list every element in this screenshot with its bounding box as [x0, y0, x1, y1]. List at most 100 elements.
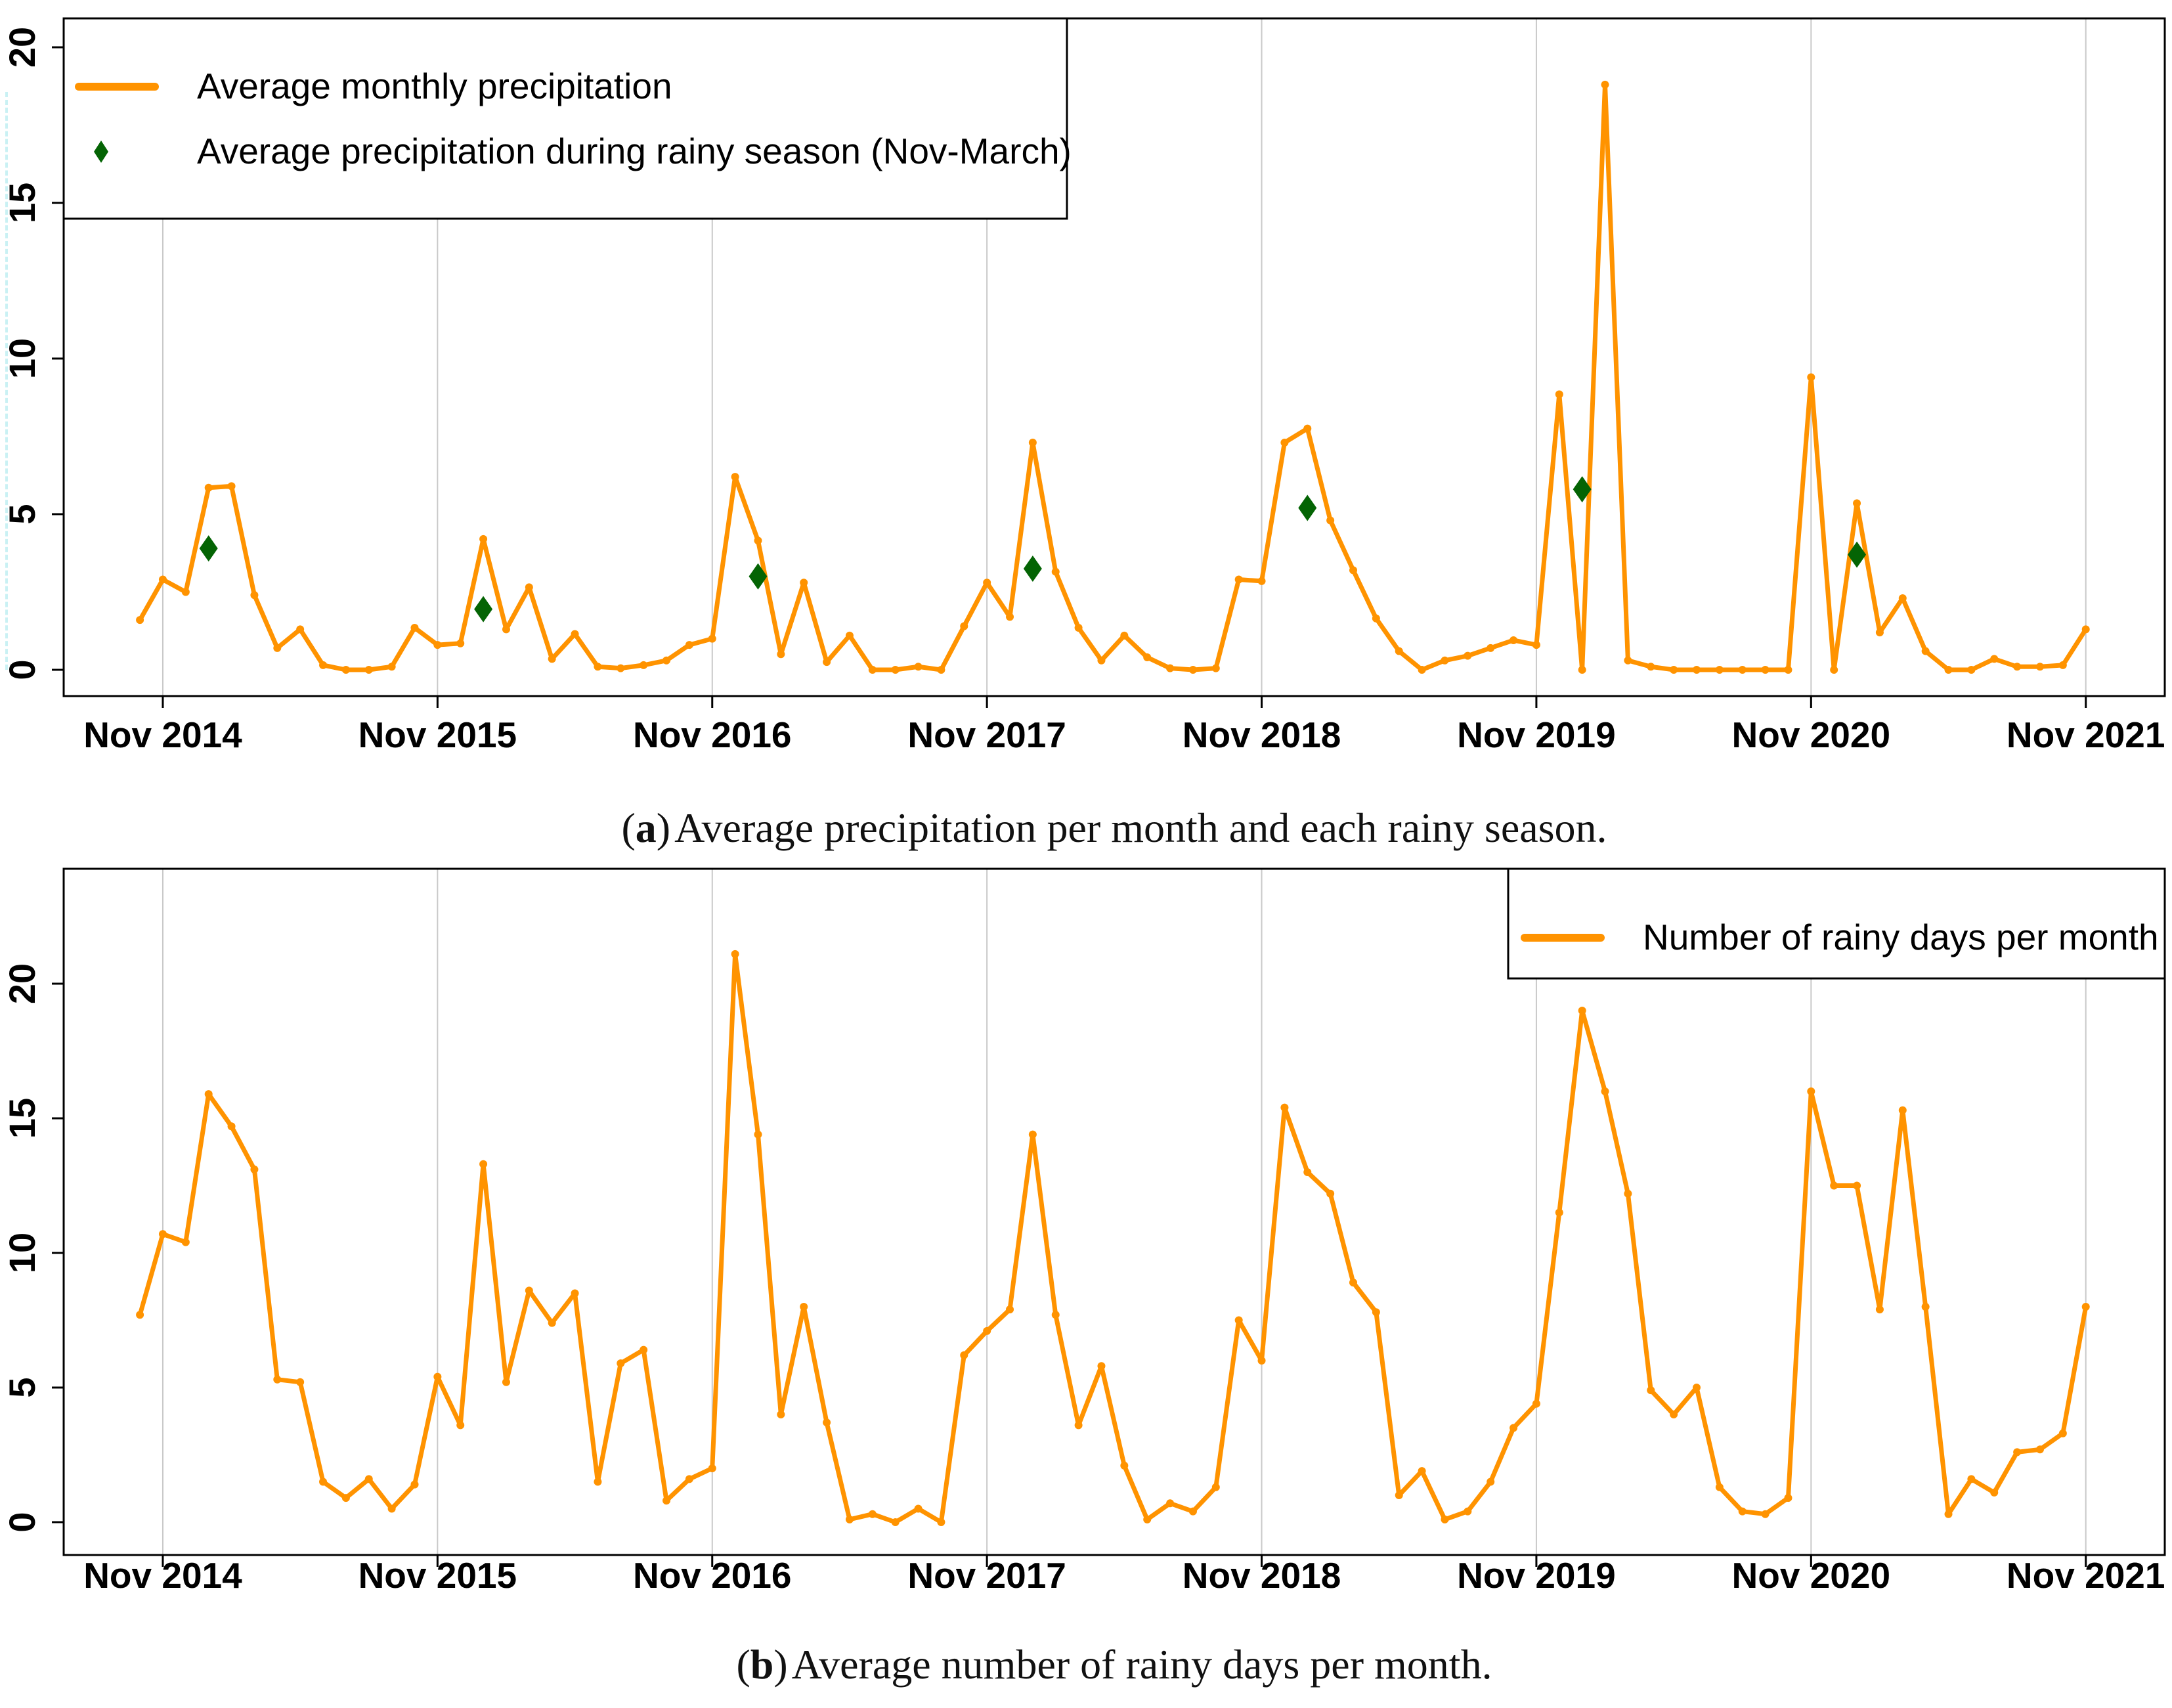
x-tick-label: Nov 2019	[1457, 1555, 1616, 1596]
data-point	[548, 655, 556, 663]
data-point	[1875, 628, 1884, 637]
y-tick-label: 15	[1, 183, 43, 223]
data-point	[823, 658, 831, 667]
legend-label: Average monthly precipitation	[197, 66, 672, 106]
data-point	[502, 1378, 510, 1386]
data-point	[1738, 1507, 1747, 1516]
rainy-season-diamond-marker	[749, 563, 768, 590]
data-point	[2058, 1429, 2067, 1437]
data-point	[960, 622, 968, 630]
data-point	[2058, 661, 2067, 669]
data-point	[1807, 373, 1815, 382]
data-point	[1715, 666, 1724, 674]
data-point	[891, 666, 900, 674]
data-point	[662, 656, 671, 665]
data-point	[594, 663, 602, 671]
y-tick-label: 10	[1, 338, 43, 379]
data-point	[319, 1478, 328, 1486]
data-point	[640, 661, 648, 669]
data-point	[708, 1464, 716, 1472]
x-tick-label: Nov 2016	[633, 714, 792, 755]
data-point	[1921, 647, 1930, 655]
data-point	[1074, 1421, 1083, 1430]
data-point	[250, 1165, 259, 1173]
data-point	[1784, 1494, 1792, 1502]
data-point	[1372, 614, 1380, 623]
data-point	[1418, 666, 1426, 674]
data-point	[433, 1372, 442, 1381]
data-point	[181, 1238, 190, 1246]
x-tick-label: Nov 2021	[2007, 1555, 2165, 1596]
data-point	[1647, 1386, 1655, 1395]
plot-frame	[62, 867, 2166, 1556]
data-point	[1211, 664, 1220, 672]
data-point	[1967, 666, 1976, 674]
x-tick-label: Nov 2021	[2007, 714, 2165, 755]
data-point	[1510, 636, 1518, 644]
x-tick-label: Nov 2014	[83, 714, 242, 755]
data-point	[1807, 1087, 1815, 1095]
rainy-season-diamond-marker	[1848, 541, 1867, 568]
data-point	[364, 1475, 373, 1483]
data-point	[640, 1346, 648, 1354]
data-point	[1395, 647, 1403, 655]
data-point	[1074, 624, 1083, 632]
data-point	[456, 639, 465, 647]
data-point	[2081, 1303, 2090, 1311]
caption-b-letter: b	[750, 1641, 774, 1688]
data-point	[1715, 1483, 1724, 1491]
data-point	[777, 650, 785, 659]
data-point	[1303, 1168, 1312, 1176]
data-point	[525, 583, 533, 592]
data-point	[2013, 1448, 2022, 1456]
caption-a: (a)Average precipitation per month and e…	[64, 804, 2165, 852]
caption-b: (b)Average number of rainy days per mont…	[64, 1640, 2165, 1689]
y-tick-label: 20	[1, 963, 43, 1004]
data-point	[1395, 1491, 1403, 1499]
data-point	[1051, 567, 1060, 576]
data-point	[800, 579, 808, 587]
data-point	[1898, 594, 1907, 602]
data-point	[1349, 566, 1357, 575]
data-point	[1555, 390, 1563, 399]
data-point	[1784, 666, 1792, 674]
data-point	[1738, 666, 1747, 674]
data-point	[1647, 663, 1655, 671]
data-point	[731, 473, 739, 481]
data-point	[1761, 666, 1770, 674]
data-point	[1555, 1208, 1563, 1217]
data-point	[914, 663, 923, 671]
data-point	[1051, 1311, 1060, 1319]
x-tick-label: Nov 2015	[358, 714, 517, 755]
left-edge-scroll-artifact	[5, 92, 8, 670]
data-point	[937, 666, 945, 674]
y-tick-label: 5	[1, 504, 43, 524]
rainy-season-diamond-marker	[1298, 494, 1317, 521]
chart-panel-a: Nov 2014 Nov 2015 Nov 2016 Nov 2017 Nov 2018…	[1, 17, 2166, 755]
y-tick-label: 20	[1, 27, 43, 68]
data-point	[617, 1359, 625, 1368]
data-point	[1326, 1189, 1335, 1198]
caption-a-text: Average precipitation per month and each…	[674, 804, 1607, 851]
data-point	[479, 535, 488, 543]
data-point	[296, 1378, 305, 1386]
data-point	[891, 1518, 900, 1526]
data-point	[1532, 1399, 1540, 1408]
data-point	[1211, 1483, 1220, 1491]
data-point	[341, 1494, 350, 1502]
y-tick-label: 0	[1, 659, 43, 680]
data-point	[136, 616, 144, 624]
data-point	[1601, 1087, 1609, 1095]
data-point	[158, 1230, 167, 1238]
rainy-season-diamond-marker	[474, 596, 493, 623]
caption-a-letter: a	[635, 804, 657, 851]
rainy-season-diamond-marker	[1573, 476, 1592, 503]
data-point	[1921, 1303, 1930, 1311]
data-point	[777, 1411, 785, 1418]
data-point	[1441, 1515, 1449, 1523]
data-point	[1120, 631, 1129, 640]
data-point	[158, 575, 167, 584]
data-point	[227, 1122, 236, 1131]
chart-panel-b: Nov 2014 Nov 2015 Nov 2016 Nov 2017 Nov 2018…	[1, 867, 2166, 1596]
